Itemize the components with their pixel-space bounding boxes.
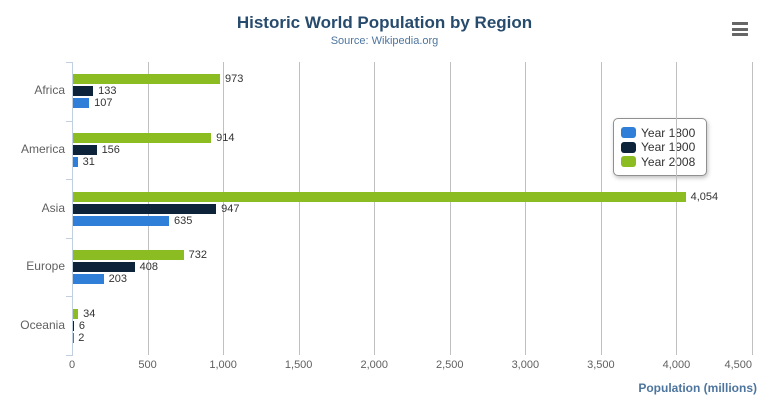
bar-year-2008-africa[interactable]: [73, 74, 221, 85]
x-axis-title: Population (millions): [638, 381, 757, 395]
x-axis-tick-label: 500: [138, 359, 157, 371]
bar-value-label: 133: [98, 85, 117, 98]
legend-item-year-1800[interactable]: Year 1800: [621, 126, 695, 140]
legend-swatch-icon: [621, 141, 636, 153]
gridline: [676, 62, 678, 355]
bar-value-label: 4,054: [690, 190, 719, 203]
category-label: America: [20, 141, 65, 156]
hamburger-menu-icon: [732, 33, 748, 36]
bar-value-label: 203: [108, 273, 128, 286]
bar-value-label: 34: [83, 307, 96, 320]
category-label: Europe: [26, 259, 65, 274]
legend-label: Year 1800: [641, 125, 696, 140]
x-axis-tick-label: 4,000: [662, 359, 691, 371]
legend-label: Year 1900: [641, 140, 696, 154]
bar-year-2008-europe[interactable]: [73, 250, 184, 261]
bar-year-1900-europe[interactable]: [73, 262, 135, 273]
gridline: [374, 62, 376, 355]
category-label: Africa: [34, 83, 65, 98]
category-axis-tick: [66, 355, 72, 356]
bar-value-label: 635: [173, 214, 193, 227]
bar-value-label: 973: [225, 73, 244, 86]
bar-value-label: 2: [78, 331, 85, 344]
bar-value-label: 107: [94, 97, 113, 110]
legend-swatch-icon: [621, 156, 636, 167]
x-axis-tick-label: 2,500: [436, 359, 464, 371]
category-axis-tick: [66, 62, 72, 63]
gridline: [600, 62, 602, 355]
x-axis-tick-label: 1,500: [284, 359, 313, 371]
bar-value-label: 947: [221, 202, 240, 215]
x-axis-tick-label: 1,000: [209, 359, 237, 371]
x-axis-tick-label: 0: [68, 359, 76, 371]
legend-item-year-1900[interactable]: Year 1900: [621, 140, 695, 154]
bar-year-1900-oceania[interactable]: [73, 320, 74, 331]
bar-year-1900-america[interactable]: [73, 144, 97, 155]
category-axis-tick: [66, 120, 72, 122]
context-menu-button[interactable]: [732, 22, 748, 36]
legend-swatch-icon: [621, 127, 636, 138]
category-axis-tick: [66, 237, 72, 239]
category-label: Oceania: [20, 317, 65, 332]
bar-year-1800-asia[interactable]: [73, 215, 169, 226]
bar-year-2008-asia[interactable]: [73, 191, 686, 202]
bar-year-1800-europe[interactable]: [73, 274, 104, 285]
gridline: [752, 62, 753, 355]
category-axis-tick: [66, 296, 72, 298]
chart-subtitle: Source: Wikipedia.org: [330, 35, 439, 47]
gridline: [449, 62, 451, 355]
legend-item-year-2008[interactable]: Year 2008: [621, 155, 695, 169]
bar-value-label: 408: [139, 261, 158, 274]
bar-year-2008-oceania[interactable]: [73, 308, 79, 319]
bar-value-label: 6: [78, 319, 86, 332]
bar-year-2008-america[interactable]: [73, 132, 212, 143]
bar-value-label: 732: [188, 249, 207, 262]
gridline: [298, 62, 300, 355]
chart-title: Historic World Population by Region: [236, 13, 533, 32]
category-axis-line: [72, 62, 73, 356]
x-axis-tick-label: 3,000: [511, 359, 540, 371]
hamburger-menu-icon: [732, 22, 748, 25]
hamburger-menu-icon: [732, 27, 748, 31]
bar-value-label: 31: [82, 155, 95, 168]
gridline: [223, 62, 225, 355]
x-axis-tick-label: 4,500: [724, 359, 752, 371]
bar-year-1800-africa[interactable]: [73, 98, 90, 109]
gridline: [525, 62, 527, 355]
legend: Year 1800 Year 1900 Year 2008: [613, 118, 708, 176]
bar-value-label: 914: [216, 131, 235, 144]
bar-value-label: 156: [101, 143, 120, 156]
bar-year-1900-africa[interactable]: [73, 86, 94, 97]
bar-year-1800-america[interactable]: [73, 156, 78, 167]
x-axis-tick-label: 3,500: [587, 359, 615, 371]
category-label: Asia: [41, 200, 65, 215]
bar-year-1900-asia[interactable]: [73, 203, 217, 214]
legend-label: Year 2008: [641, 154, 696, 169]
category-axis-tick: [66, 179, 72, 181]
x-axis-tick-label: 2,000: [360, 359, 388, 371]
